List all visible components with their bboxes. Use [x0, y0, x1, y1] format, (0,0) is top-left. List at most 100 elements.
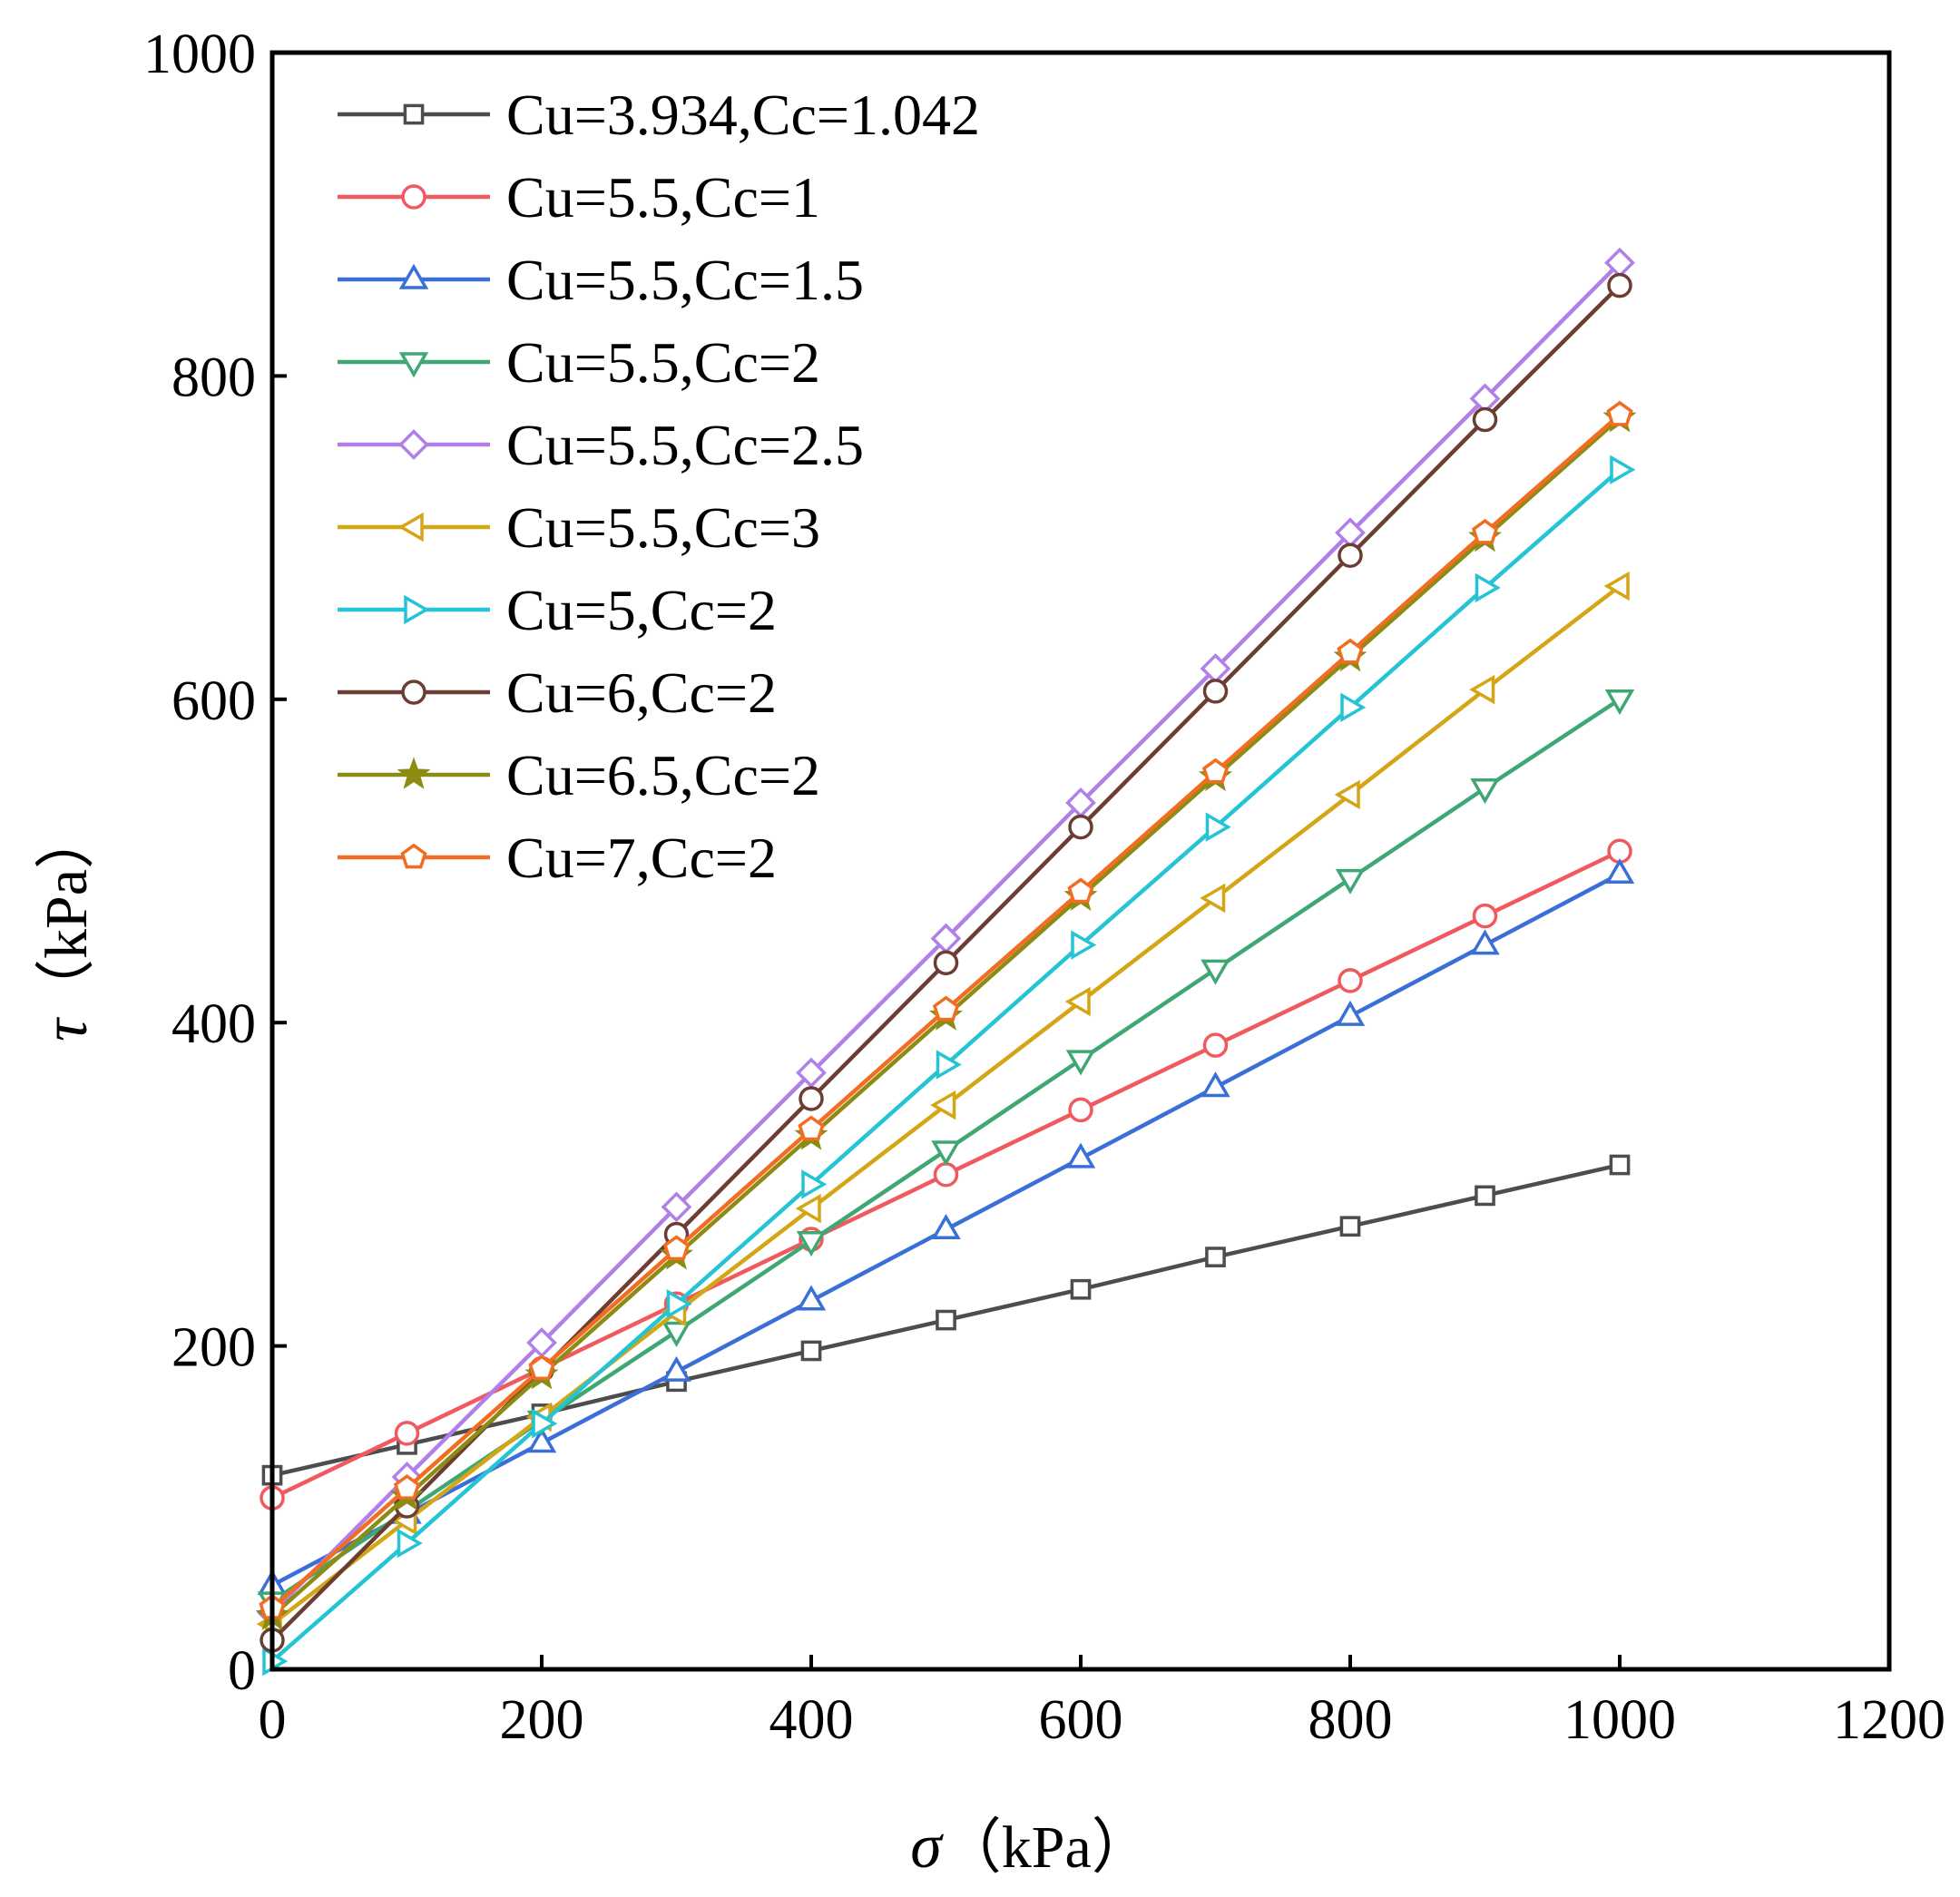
data-point — [936, 1309, 956, 1331]
data-point — [1607, 272, 1632, 298]
data-point — [1470, 929, 1500, 955]
data-point — [1065, 1050, 1096, 1076]
x-tick-label: 200 — [500, 1689, 584, 1751]
legend-entry: Cu=5.5,Cc=3 — [338, 495, 820, 560]
x-axis-symbol: σ — [910, 1812, 944, 1882]
legend-entry: Cu=6.5,Cc=2 — [338, 743, 820, 807]
legend-label: Cu=5,Cc=2 — [506, 578, 777, 642]
legend-label: Cu=7,Cc=2 — [506, 826, 777, 890]
legend-entry: Cu=5.5,Cc=2.5 — [338, 413, 864, 477]
data-point — [1334, 779, 1360, 810]
data-point — [1200, 959, 1230, 985]
legend-label: Cu=5.5,Cc=1 — [506, 165, 820, 230]
x-axis-label: σ（kPa） — [910, 1812, 1152, 1882]
data-point — [661, 1191, 692, 1223]
data-point — [1604, 689, 1635, 716]
data-point — [796, 1285, 827, 1311]
series-10 — [259, 400, 1633, 1619]
legend-entry: Cu=5.5,Cc=1.5 — [338, 248, 864, 312]
data-point — [1471, 518, 1499, 544]
y-tick-label: 1000 — [143, 24, 256, 85]
data-point — [1068, 1097, 1093, 1123]
x-tick-label: 400 — [769, 1689, 854, 1751]
data-point — [931, 1140, 961, 1167]
data-point — [1200, 883, 1226, 914]
data-point — [796, 1057, 827, 1089]
series-7 — [262, 455, 1636, 1677]
data-point — [930, 1090, 956, 1120]
legend-marker — [403, 103, 425, 125]
legend: Cu=3.934,Cc=1.042 Cu=5.5,Cc=1 Cu=5.5,Cc=1.… — [338, 83, 980, 890]
data-point — [394, 1421, 420, 1446]
data-point — [933, 1161, 959, 1188]
data-point — [1337, 638, 1364, 664]
data-point — [1338, 543, 1363, 568]
x-tick-label: 0 — [259, 1689, 287, 1751]
data-point — [1475, 1185, 1495, 1207]
data-point — [1340, 692, 1367, 722]
legend-entry: Cu=5.5,Cc=1 — [338, 165, 820, 230]
data-point — [932, 995, 960, 1022]
data-point — [1335, 868, 1366, 895]
data-point — [795, 1193, 821, 1224]
data-point — [1202, 1032, 1229, 1058]
legend-marker — [398, 429, 429, 460]
legend-entry: Cu=5.5,Cc=2 — [338, 330, 820, 395]
data-point — [1470, 778, 1500, 805]
axes: 0 200 400 600 800 1000 1200 0 200 400 600 800 1000 — [143, 24, 1945, 1751]
data-point — [936, 1050, 962, 1080]
data-point — [662, 1235, 691, 1261]
data-point — [796, 1231, 827, 1257]
legend-marker — [400, 843, 427, 869]
data-point — [526, 1427, 557, 1453]
y-axis-label: τ（kPa） — [31, 809, 101, 1041]
y-tick-label: 400 — [172, 993, 256, 1055]
data-point — [1610, 455, 1636, 484]
data-point — [1475, 572, 1501, 603]
series-5 — [257, 247, 1635, 1628]
legend-entry: Cu=6,Cc=2 — [338, 660, 777, 725]
data-point — [1071, 930, 1097, 960]
data-point — [1339, 1216, 1361, 1237]
legend-marker — [397, 512, 424, 543]
y-tick-label: 600 — [172, 670, 256, 732]
series-3 — [257, 857, 1635, 1596]
x-tick-label: 1200 — [1833, 1689, 1945, 1751]
data-point — [1603, 571, 1630, 601]
y-axis-unit: （kPa） — [34, 809, 100, 1019]
data-point — [1604, 857, 1635, 885]
data-point — [1200, 1071, 1230, 1098]
legend-marker — [401, 184, 426, 210]
data-point — [1070, 1278, 1092, 1300]
data-point — [1335, 1000, 1366, 1026]
legend-entry: Cu=5,Cc=2 — [338, 578, 777, 642]
x-tick-label: 1000 — [1563, 1689, 1676, 1751]
legend-entry: Cu=7,Cc=2 — [338, 826, 777, 890]
data-point — [1472, 406, 1498, 433]
legend-label: Cu=6.5,Cc=2 — [506, 743, 820, 807]
legend-label: Cu=3.934,Cc=1.042 — [506, 83, 980, 147]
legend-label: Cu=5.5,Cc=2 — [506, 330, 820, 395]
data-point — [666, 1289, 692, 1319]
data-point — [798, 1115, 825, 1141]
data-point — [528, 1354, 555, 1380]
legend-label: Cu=5.5,Cc=3 — [506, 495, 820, 560]
data-point — [1338, 968, 1363, 993]
legend-marker — [401, 680, 426, 705]
legend-label: Cu=6,Cc=2 — [506, 660, 777, 725]
data-point — [662, 1355, 691, 1382]
legend-label: Cu=5.5,Cc=1.5 — [506, 248, 864, 312]
data-point — [1606, 400, 1633, 426]
data-point — [393, 1474, 421, 1500]
data-point — [1469, 674, 1495, 705]
data-point — [397, 1528, 423, 1559]
data-point — [1201, 758, 1230, 784]
x-tick-label: 800 — [1308, 1689, 1393, 1751]
y-tick-label: 800 — [172, 347, 256, 408]
data-point — [800, 1340, 822, 1362]
legend-entry: Cu=3.934,Cc=1.042 — [338, 83, 980, 147]
data-point — [933, 950, 959, 976]
data-point — [1205, 812, 1231, 842]
legend-marker — [398, 263, 429, 289]
